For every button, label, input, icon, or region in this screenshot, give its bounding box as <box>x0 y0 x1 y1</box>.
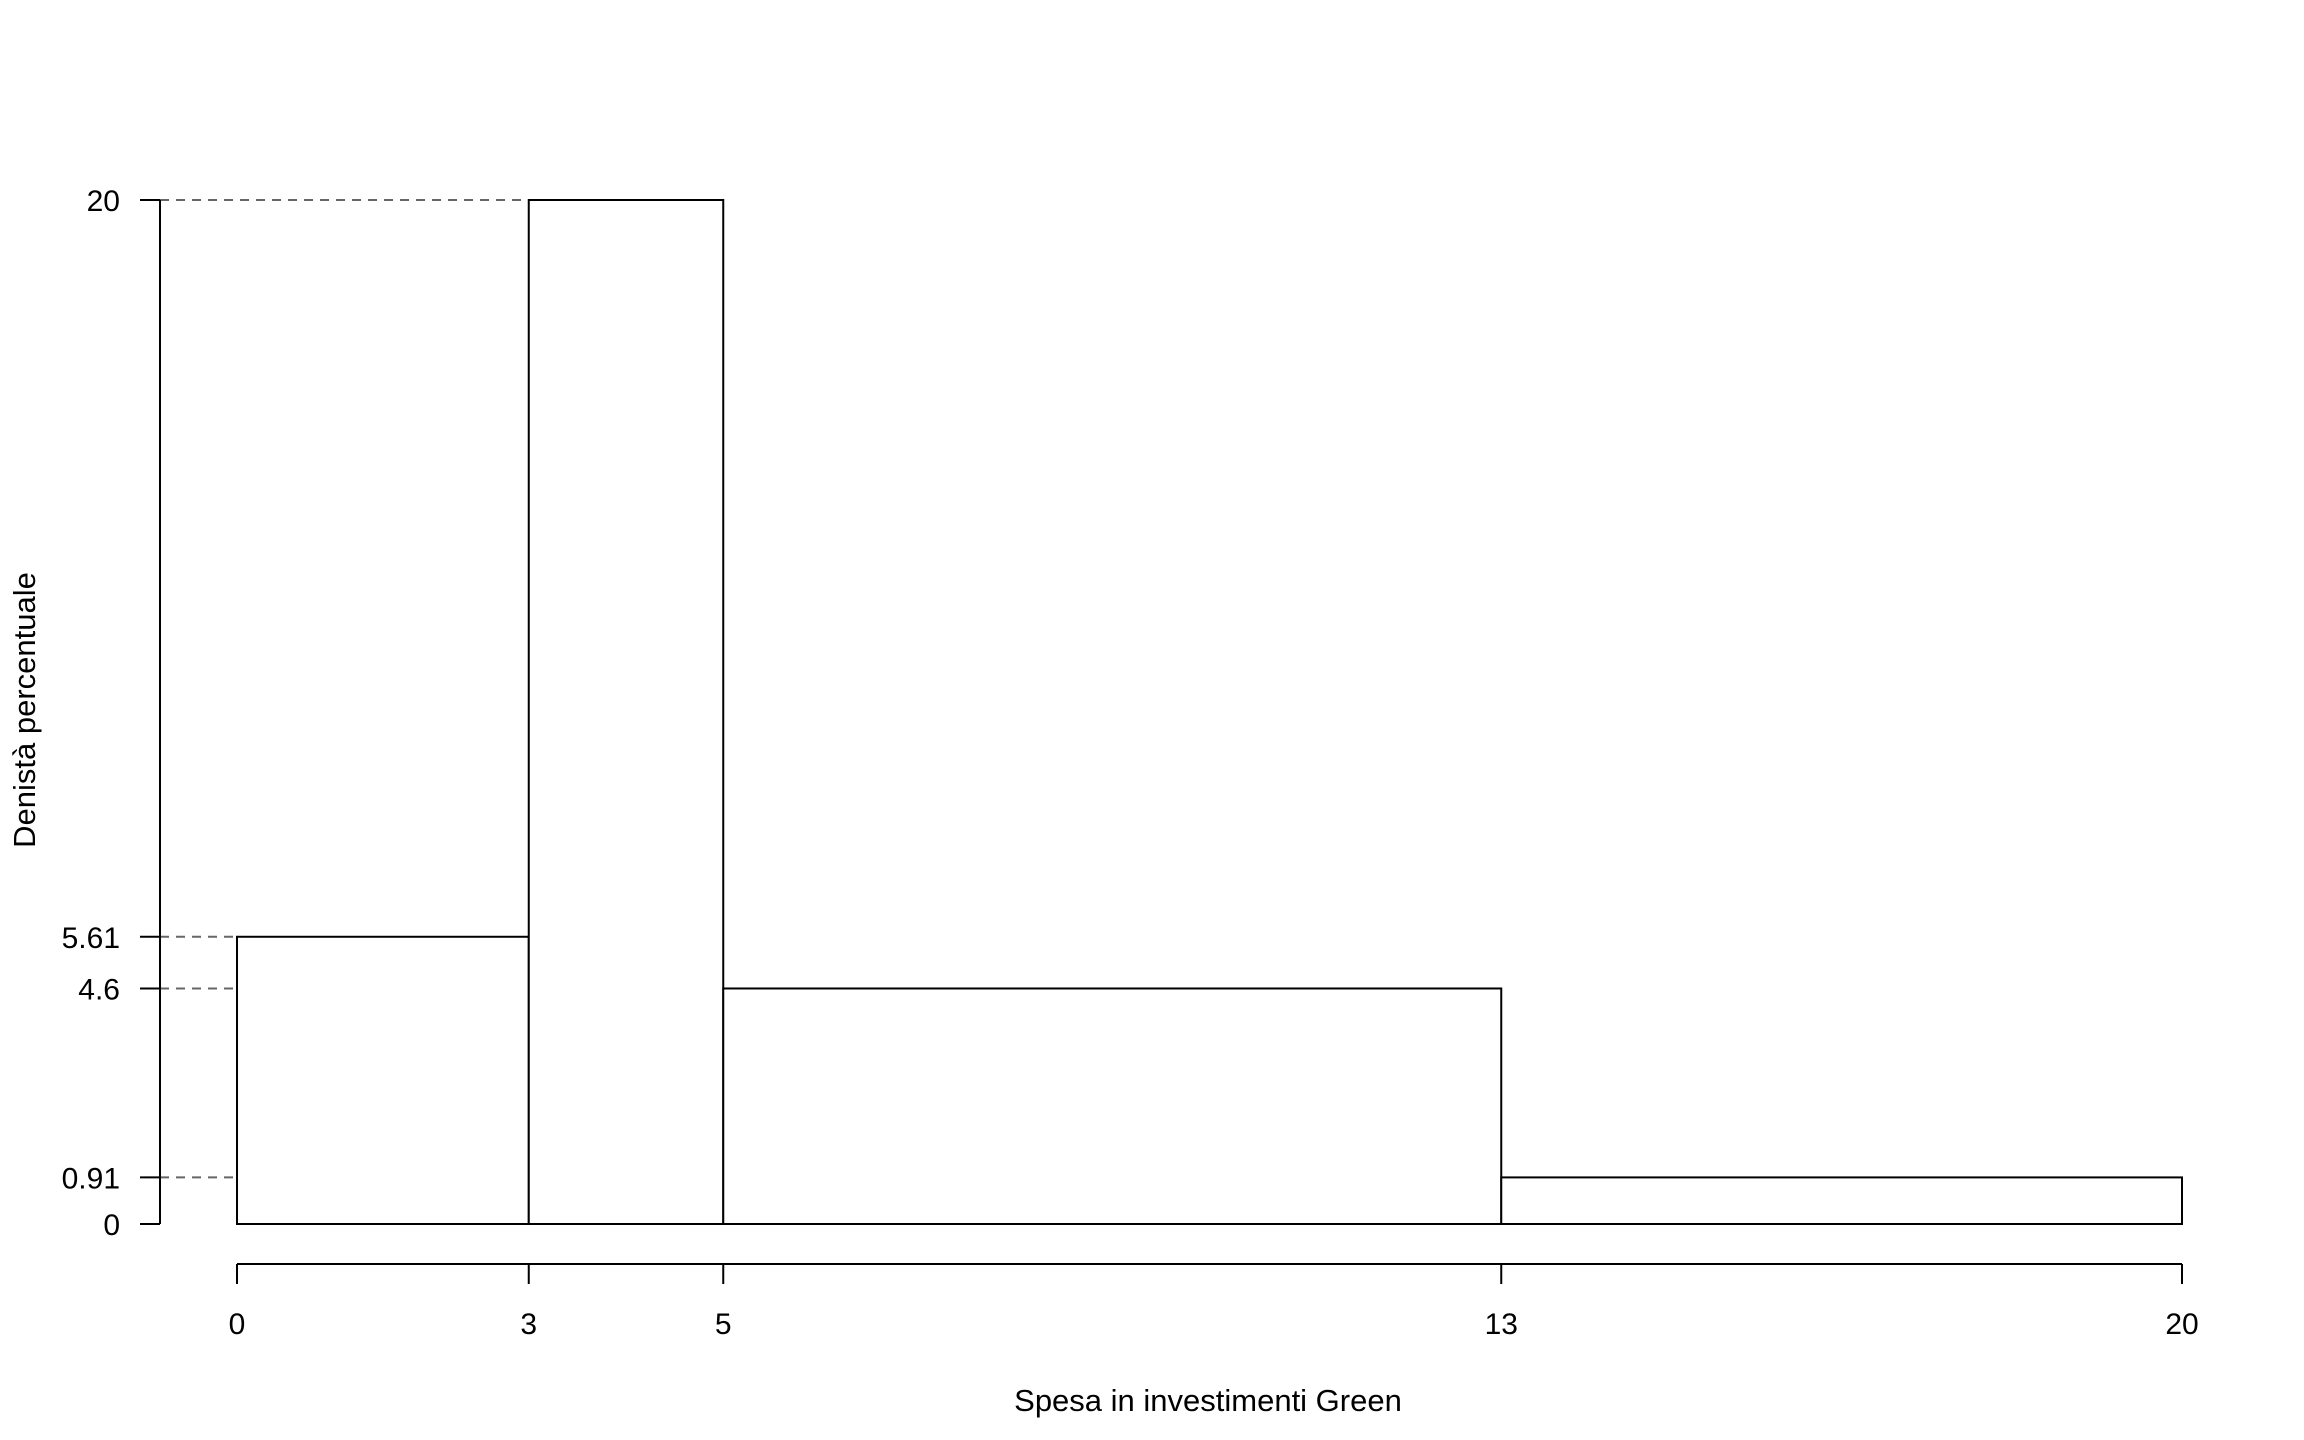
x-tick-label-0: 0 <box>229 1308 246 1341</box>
x-axis-title: Spesa in investimenti Green <box>1014 1383 1402 1418</box>
y-tick-label-2: 4.6 <box>78 973 120 1006</box>
histogram-bar-0 <box>236 935 530 1225</box>
x-tick-label-2: 5 <box>715 1308 732 1341</box>
x-tick-label-4: 20 <box>2165 1308 2198 1341</box>
histogram-bar-1 <box>527 199 725 1225</box>
y-tick-label-0: 0 <box>103 1209 120 1242</box>
y-tick-label-4: 20 <box>87 185 120 218</box>
x-tick-label-3: 13 <box>1485 1308 1518 1341</box>
histogram-bar-3 <box>1500 1176 2183 1225</box>
histogram-bars <box>236 199 2183 1225</box>
y-tick-label-3: 5.61 <box>62 922 120 955</box>
x-tick-label-1: 3 <box>520 1308 537 1341</box>
histogram-bar-2 <box>722 987 1503 1225</box>
x-axis: 0 3 5 13 20 <box>229 1263 2199 1341</box>
y-tick-label-1: 0.91 <box>62 1162 120 1195</box>
y-axis-title: Denistà percentuale <box>7 572 42 848</box>
y-axis: 0 0.91 4.6 5.61 20 <box>62 185 161 1242</box>
